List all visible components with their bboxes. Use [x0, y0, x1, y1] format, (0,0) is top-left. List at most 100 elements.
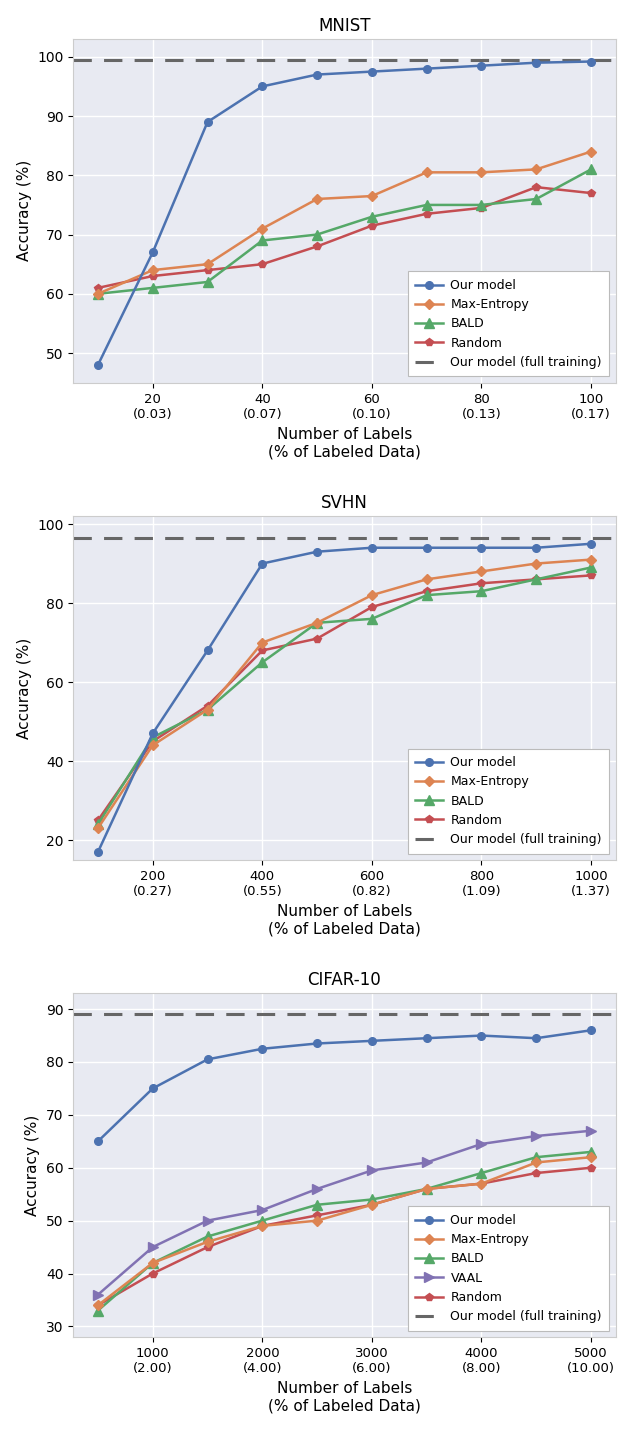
BALD — [313, 1195, 321, 1213]
BALD — [477, 1164, 485, 1181]
Our model — [533, 1030, 540, 1047]
Our model — [149, 243, 157, 260]
Our model — [313, 1035, 321, 1052]
Our model (full training) — [39, 1005, 47, 1022]
Random — [313, 1207, 321, 1224]
Max-Entropy — [149, 262, 157, 279]
Our model — [204, 642, 211, 659]
Title: CIFAR-10: CIFAR-10 — [307, 971, 382, 990]
BALD — [368, 611, 376, 628]
Line: Max-Entropy: Max-Entropy — [94, 556, 595, 832]
Our model — [477, 539, 485, 556]
Random — [204, 262, 211, 279]
BALD — [149, 1254, 157, 1271]
Our model — [259, 1040, 266, 1057]
Max-Entropy — [94, 285, 102, 302]
BALD — [259, 232, 266, 249]
Our model (full training) — [39, 51, 47, 69]
BALD — [368, 1191, 376, 1208]
Our model — [149, 1080, 157, 1097]
Max-Entropy — [368, 187, 376, 204]
Random — [423, 1180, 430, 1197]
Random — [477, 575, 485, 592]
Max-Entropy — [533, 1154, 540, 1171]
Title: SVHN: SVHN — [321, 493, 368, 512]
Line: VAAL: VAAL — [93, 1127, 595, 1300]
Line: Our model: Our model — [94, 1027, 595, 1145]
X-axis label: Number of Labels
(% of Labeled Data): Number of Labels (% of Labeled Data) — [268, 426, 421, 459]
Our model — [94, 356, 102, 373]
Our model — [368, 539, 376, 556]
Max-Entropy — [587, 1148, 595, 1165]
Random — [204, 698, 211, 715]
Random — [94, 812, 102, 829]
Our model — [423, 60, 430, 77]
Max-Entropy — [423, 1180, 430, 1197]
BALD — [477, 196, 485, 213]
Our model — [259, 555, 266, 572]
Our model — [368, 1032, 376, 1050]
BALD — [204, 273, 211, 290]
Line: Max-Entropy: Max-Entropy — [94, 1154, 595, 1308]
Max-Entropy — [423, 164, 430, 182]
Our model — [477, 1027, 485, 1044]
Random — [423, 206, 430, 223]
BALD — [587, 559, 595, 576]
Our model (full training) — [40, 529, 48, 546]
Random — [587, 184, 595, 202]
Our model (full training) — [39, 1005, 47, 1022]
X-axis label: Number of Labels
(% of Labeled Data): Number of Labels (% of Labeled Data) — [268, 904, 421, 937]
Random — [477, 1175, 485, 1193]
Our model — [423, 1030, 430, 1047]
Legend: Our model, Max-Entropy, BALD, Random, Our model (full training): Our model, Max-Entropy, BALD, Random, Ou… — [408, 272, 609, 376]
Max-Entropy — [313, 615, 321, 632]
BALD — [149, 729, 157, 746]
Random — [368, 1195, 376, 1213]
Line: Our model: Our model — [94, 57, 595, 369]
Random — [259, 256, 266, 273]
VAAL — [533, 1127, 540, 1144]
Random — [368, 598, 376, 615]
BALD — [587, 1144, 595, 1161]
Our model — [313, 66, 321, 83]
BALD — [533, 1148, 540, 1165]
Random — [477, 199, 485, 216]
BALD — [259, 1213, 266, 1230]
Max-Entropy — [368, 586, 376, 603]
X-axis label: Number of Labels
(% of Labeled Data): Number of Labels (% of Labeled Data) — [268, 1381, 421, 1413]
Max-Entropy — [204, 1233, 211, 1250]
Our model — [587, 535, 595, 552]
BALD — [423, 196, 430, 213]
BALD — [423, 1180, 430, 1197]
Our model — [313, 543, 321, 561]
BALD — [313, 226, 321, 243]
Random — [204, 1238, 211, 1256]
Y-axis label: Accuracy (%): Accuracy (%) — [16, 638, 32, 739]
Max-Entropy — [259, 220, 266, 237]
Random — [313, 237, 321, 255]
Max-Entropy — [368, 1195, 376, 1213]
Random — [149, 1266, 157, 1283]
BALD — [149, 279, 157, 296]
BALD — [94, 815, 102, 832]
Our model (full training) — [45, 51, 53, 69]
VAAL — [259, 1201, 266, 1218]
BALD — [313, 615, 321, 632]
Our model — [259, 77, 266, 94]
Our model — [204, 113, 211, 130]
Line: BALD: BALD — [93, 164, 595, 299]
Random — [423, 582, 430, 599]
Our model — [94, 844, 102, 861]
Max-Entropy — [477, 563, 485, 581]
Random — [94, 1297, 102, 1314]
Random — [313, 631, 321, 648]
Max-Entropy — [149, 1254, 157, 1271]
Our model — [94, 1133, 102, 1150]
Max-Entropy — [204, 701, 211, 718]
VAAL — [94, 1286, 102, 1303]
Max-Entropy — [204, 256, 211, 273]
VAAL — [423, 1154, 430, 1171]
BALD — [477, 582, 485, 599]
Max-Entropy — [149, 736, 157, 754]
BALD — [423, 586, 430, 603]
